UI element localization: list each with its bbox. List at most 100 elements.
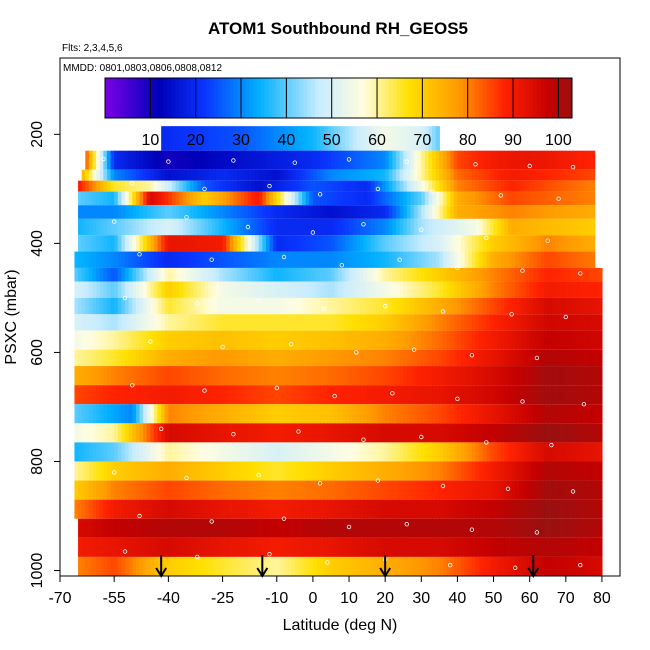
heatmap-cell — [515, 180, 520, 192]
heatmap-cell — [161, 191, 166, 206]
heatmap-cell — [179, 442, 184, 462]
heatmap-cell — [125, 442, 130, 462]
heatmap-cell — [92, 423, 97, 443]
heatmap-cell — [197, 385, 202, 405]
heatmap-cell — [117, 251, 123, 268]
heatmap-cell — [291, 349, 296, 367]
heatmap-cell — [280, 126, 285, 151]
heatmap-cell — [403, 385, 408, 405]
heatmap-cell — [338, 423, 343, 443]
heatmap-cell — [370, 480, 375, 500]
heatmap-cell — [374, 150, 379, 170]
heatmap-cell — [341, 537, 347, 557]
heatmap-cell — [511, 330, 516, 350]
heatmap-cell — [439, 499, 444, 519]
heatmap-cell — [150, 235, 155, 252]
heatmap-cell — [493, 499, 498, 519]
flight-point — [556, 196, 561, 201]
heatmap-cell — [327, 461, 332, 481]
heatmap-cell — [103, 480, 108, 500]
heatmap-cell — [396, 423, 401, 443]
heatmap-cell — [453, 281, 459, 298]
heatmap-cell — [457, 251, 462, 268]
colorbar-segment — [486, 78, 491, 118]
heatmap-cell — [551, 366, 556, 386]
flight-point — [520, 399, 525, 404]
heatmap-cell — [464, 518, 469, 538]
heatmap-cell — [497, 499, 502, 519]
heatmap-cell — [172, 169, 177, 181]
heatmap-cell — [305, 150, 310, 170]
heatmap-cell — [222, 126, 227, 151]
heatmap-band-9 — [74, 267, 603, 282]
heatmap-cell — [471, 556, 477, 576]
heatmap-cell — [294, 267, 300, 282]
heatmap-cell — [417, 480, 422, 500]
heatmap-cell — [471, 218, 477, 236]
colorbar-segment — [143, 78, 149, 118]
flight-point — [545, 238, 550, 243]
heatmap-cell — [468, 297, 473, 315]
heatmap-cell — [125, 537, 130, 557]
heatmap-cell — [349, 180, 354, 192]
heatmap-cell — [117, 366, 123, 386]
heatmap-cell — [312, 349, 318, 367]
heatmap-cell — [547, 191, 552, 206]
heatmap-cell — [377, 556, 383, 576]
colorbar-segment — [447, 78, 452, 118]
heatmap-cell — [265, 349, 271, 367]
heatmap-cell — [280, 461, 285, 481]
heatmap-cell — [291, 251, 296, 268]
heatmap-cell — [143, 281, 148, 298]
heatmap-cell — [200, 499, 206, 519]
heatmap-cell — [508, 499, 513, 519]
heatmap-cell — [421, 499, 426, 519]
heatmap-cell — [406, 169, 412, 181]
heatmap-cell — [374, 404, 379, 424]
heatmap-cell — [471, 366, 477, 386]
heatmap-cell — [128, 518, 133, 538]
heatmap-cell — [518, 556, 524, 576]
heatmap-cell — [594, 349, 599, 367]
heatmap-cell — [157, 205, 162, 219]
heatmap-cell — [457, 297, 462, 315]
heatmap-cell — [276, 235, 281, 252]
heatmap-cell — [302, 518, 307, 538]
heatmap-cell — [74, 267, 79, 282]
heatmap-cell — [215, 366, 220, 386]
heatmap-cell — [392, 267, 397, 282]
heatmap-cell — [367, 537, 372, 557]
heatmap-cell — [103, 267, 108, 282]
heatmap-cell — [208, 480, 213, 500]
x-tick-label: 20 — [376, 590, 394, 607]
heatmap-cell — [565, 169, 571, 181]
heatmap-cell — [240, 556, 245, 576]
heatmap-cell — [117, 349, 123, 367]
heatmap-cell — [396, 235, 401, 252]
heatmap-cell — [172, 349, 177, 367]
heatmap-cell — [222, 314, 227, 331]
heatmap-cell — [392, 180, 397, 192]
heatmap-cell — [392, 251, 397, 268]
heatmap-cell — [99, 180, 104, 192]
heatmap-cell — [558, 330, 563, 350]
heatmap-cell — [377, 126, 383, 151]
heatmap-cell — [461, 480, 466, 500]
heatmap-cell — [486, 180, 491, 192]
heatmap-cell — [536, 537, 542, 557]
heatmap-cell — [103, 461, 108, 481]
heatmap-cell — [399, 461, 404, 481]
heatmap-cell — [305, 385, 310, 405]
heatmap-cell — [406, 235, 412, 252]
heatmap-cell — [562, 180, 567, 192]
heatmap-cell — [482, 281, 487, 298]
heatmap-cell — [200, 349, 206, 367]
heatmap-cell — [294, 218, 300, 236]
heatmap-cell — [172, 235, 177, 252]
heatmap-cell — [345, 267, 350, 282]
heatmap-cell — [439, 556, 444, 576]
heatmap-cell — [182, 404, 188, 424]
heatmap-cell — [544, 330, 549, 350]
heatmap-cell — [85, 169, 90, 181]
heatmap-cell — [179, 251, 184, 268]
